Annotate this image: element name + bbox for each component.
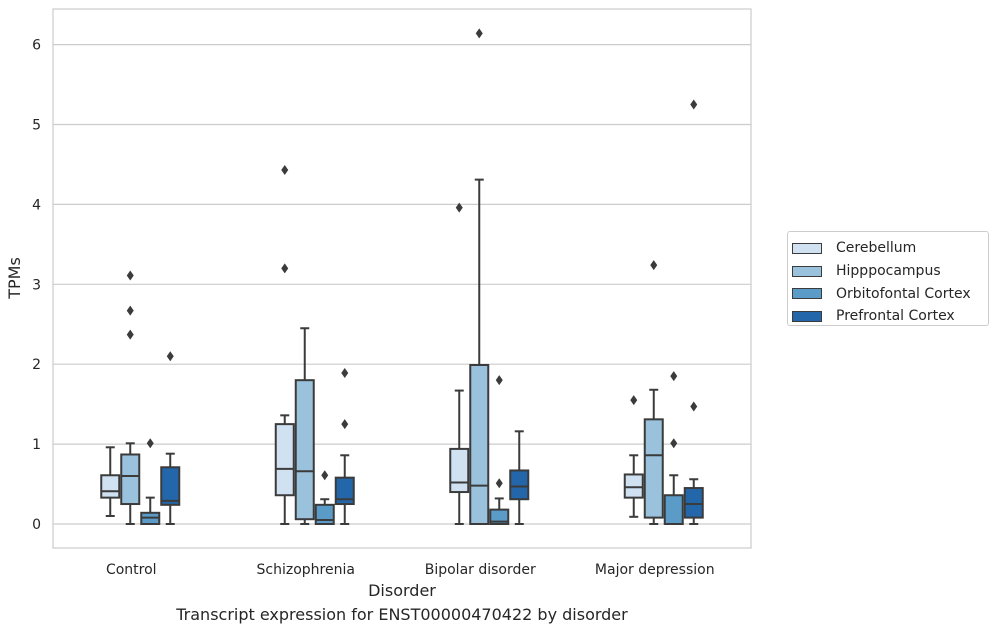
box-prefrontal-cortex [683,99,704,525]
box-prefrontal-cortex [334,367,355,525]
legend-item-cerebellum: Cerebellum [792,237,988,260]
iqr-box [314,503,335,526]
x-tick-label: Major depression [595,562,715,578]
iqr-box [469,363,490,525]
x-axis-label: Disorder [368,581,436,600]
outlier-point [126,329,134,340]
box-series [100,28,704,526]
legend-swatch [792,288,822,300]
outlier-point [126,305,134,316]
y-tick-label: 0 [32,517,41,533]
box-orbitofontal-cortex [314,470,335,526]
box-prefrontal-cortex [509,430,530,525]
box-orbitofontal-cortex [140,438,161,526]
iqr-box [623,473,644,499]
legend-label: Orbitofontal Cortex [836,285,971,302]
iqr-box [120,453,141,506]
outlier-point [341,367,349,378]
outlier-point [475,28,483,39]
x-axis-ticks: Control Schizophrenia Bipolar disorder Majo… [106,562,715,578]
box-orbitofontal-cortex [489,375,510,526]
box-orbitofontal-cortex [663,371,684,525]
legend-item-prefrontal-cortex: Prefrontal Cortex [792,305,988,328]
iqr-box [683,487,704,519]
y-tick-label: 5 [32,118,41,134]
iqr-box [489,508,510,526]
outlier-point [495,478,503,489]
box-cerebellum [100,446,121,518]
iqr-box [274,423,295,497]
box-hipppocampus [469,28,490,525]
iqr-box [509,469,530,501]
iqr-box [294,379,315,521]
outlier-point [166,351,174,362]
outlier-point [630,395,638,406]
outlier-point [126,270,134,281]
x-tick-label: Schizophrenia [257,562,355,578]
outlier-point [321,470,329,481]
x-tick-label: Control [106,562,157,578]
legend-label: Prefrontal Cortex [836,308,955,325]
legend: Cerebellum Hipppocampus Orbitofontal Cor… [787,231,989,326]
iqr-box [160,466,181,506]
legend-swatch [792,310,822,322]
iqr-box [643,418,664,519]
iqr-box [334,476,355,506]
box-hipppocampus [294,327,315,525]
y-axis-ticks: 0 1 2 3 4 5 6 [32,38,41,533]
legend-swatch [792,242,822,254]
legend-label: Hipppocampus [836,263,941,280]
plot-frame [52,8,752,549]
outlier-point [690,99,698,110]
chart-caption: Transcript expression for ENST0000047042… [176,605,628,624]
outlier-point [670,371,678,382]
outlier-point [670,438,678,449]
legend-swatch [792,265,822,277]
y-tick-label: 1 [32,437,41,453]
outlier-point [495,375,503,386]
legend-label: Cerebellum [836,240,917,257]
outlier-point [455,202,463,213]
gridlines [53,43,751,525]
y-tick-label: 2 [32,357,41,373]
legend-item-hippocampus: Hipppocampus [792,260,988,283]
iqr-box [663,494,684,525]
iqr-box [100,474,121,499]
outlier-point [650,260,658,271]
outlier-point [690,401,698,412]
outlier-point [281,263,289,274]
y-tick-label: 3 [32,277,41,293]
outlier-point [281,165,289,176]
box-cerebellum [623,395,644,518]
box-hipppocampus [120,270,141,525]
outlier-point [341,419,349,430]
y-tick-label: 4 [32,197,41,213]
outlier-point [146,438,154,449]
y-tick-label: 6 [32,38,41,54]
x-tick-label: Bipolar disorder [425,562,536,578]
y-axis-label: TPMs [5,257,24,300]
iqr-box [449,447,470,494]
box-hipppocampus [643,260,664,525]
box-prefrontal-cortex [160,351,181,525]
box-cerebellum [274,165,295,525]
legend-item-orbitofrontal-cortex: Orbitofontal Cortex [792,282,988,305]
box-cerebellum [449,202,470,525]
